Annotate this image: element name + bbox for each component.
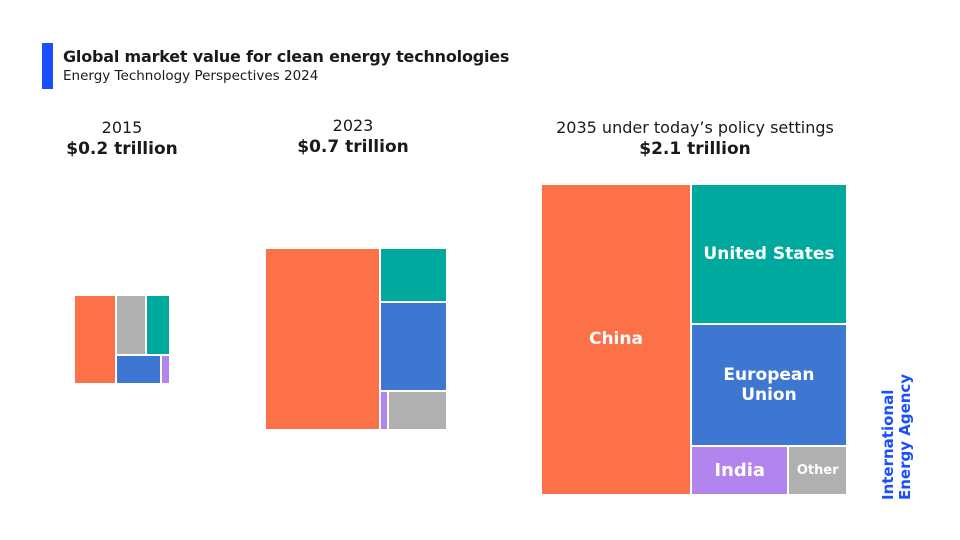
- treemap-label-united-states: United States: [703, 243, 835, 264]
- iea-logo-line1: International: [879, 389, 897, 500]
- panel-2015-total: $0.2 trillion: [66, 139, 178, 159]
- panel-2015-year: 2015: [101, 118, 143, 137]
- panel-2015-header: 2015 $0.2 trillion: [62, 118, 182, 160]
- treemap-2023: [265, 248, 447, 430]
- treemap-2015: [74, 295, 170, 384]
- panel-2035-year: 2035 under today’s policy settings: [556, 118, 834, 137]
- treemap-cell-other: [388, 390, 447, 430]
- chart-title: Global market value for clean energy tec…: [63, 47, 510, 66]
- panel-2023-year: 2023: [332, 116, 374, 135]
- panel-2023-total: $0.7 trillion: [297, 137, 409, 157]
- treemap-cell-united-states: United States: [690, 184, 847, 325]
- treemap-cell-european-union: [379, 302, 447, 391]
- treemap-cell-india: [161, 355, 170, 384]
- panel-2035-total: $2.1 trillion: [639, 139, 751, 159]
- treemap-label-china: China: [588, 329, 643, 350]
- treemap-cell-european-union: European Union: [690, 324, 847, 447]
- panel-2035-header: 2035 under today’s policy settings $2.1 …: [520, 118, 870, 160]
- title-accent-bar: [42, 43, 53, 89]
- treemap-cell-other: [116, 295, 146, 356]
- iea-logo-line2: Energy Agency: [896, 373, 914, 500]
- chart-subtitle: Energy Technology Perspectives 2024: [63, 68, 319, 84]
- treemap-2035: China United States European Union India Oth…: [541, 184, 847, 495]
- panel-2023-header: 2023 $0.7 trillion: [283, 116, 423, 158]
- treemap-label-other: Other: [796, 462, 839, 478]
- treemap-cell-india: [379, 390, 389, 430]
- treemap-cell-other: Other: [788, 446, 847, 495]
- iea-logo: International Energy Agency: [879, 373, 914, 500]
- treemap-cell-european-union: [116, 355, 162, 384]
- treemap-cell-india: India: [690, 446, 789, 495]
- treemap-cell-china: [74, 295, 117, 384]
- treemap-cell-china: China: [541, 184, 691, 495]
- treemap-cell-united-states: [379, 248, 447, 303]
- treemap-label-european-union: European Union: [723, 364, 815, 406]
- treemap-label-india: India: [714, 459, 766, 481]
- treemap-cell-china: [265, 248, 380, 430]
- treemap-cell-united-states: [145, 295, 170, 356]
